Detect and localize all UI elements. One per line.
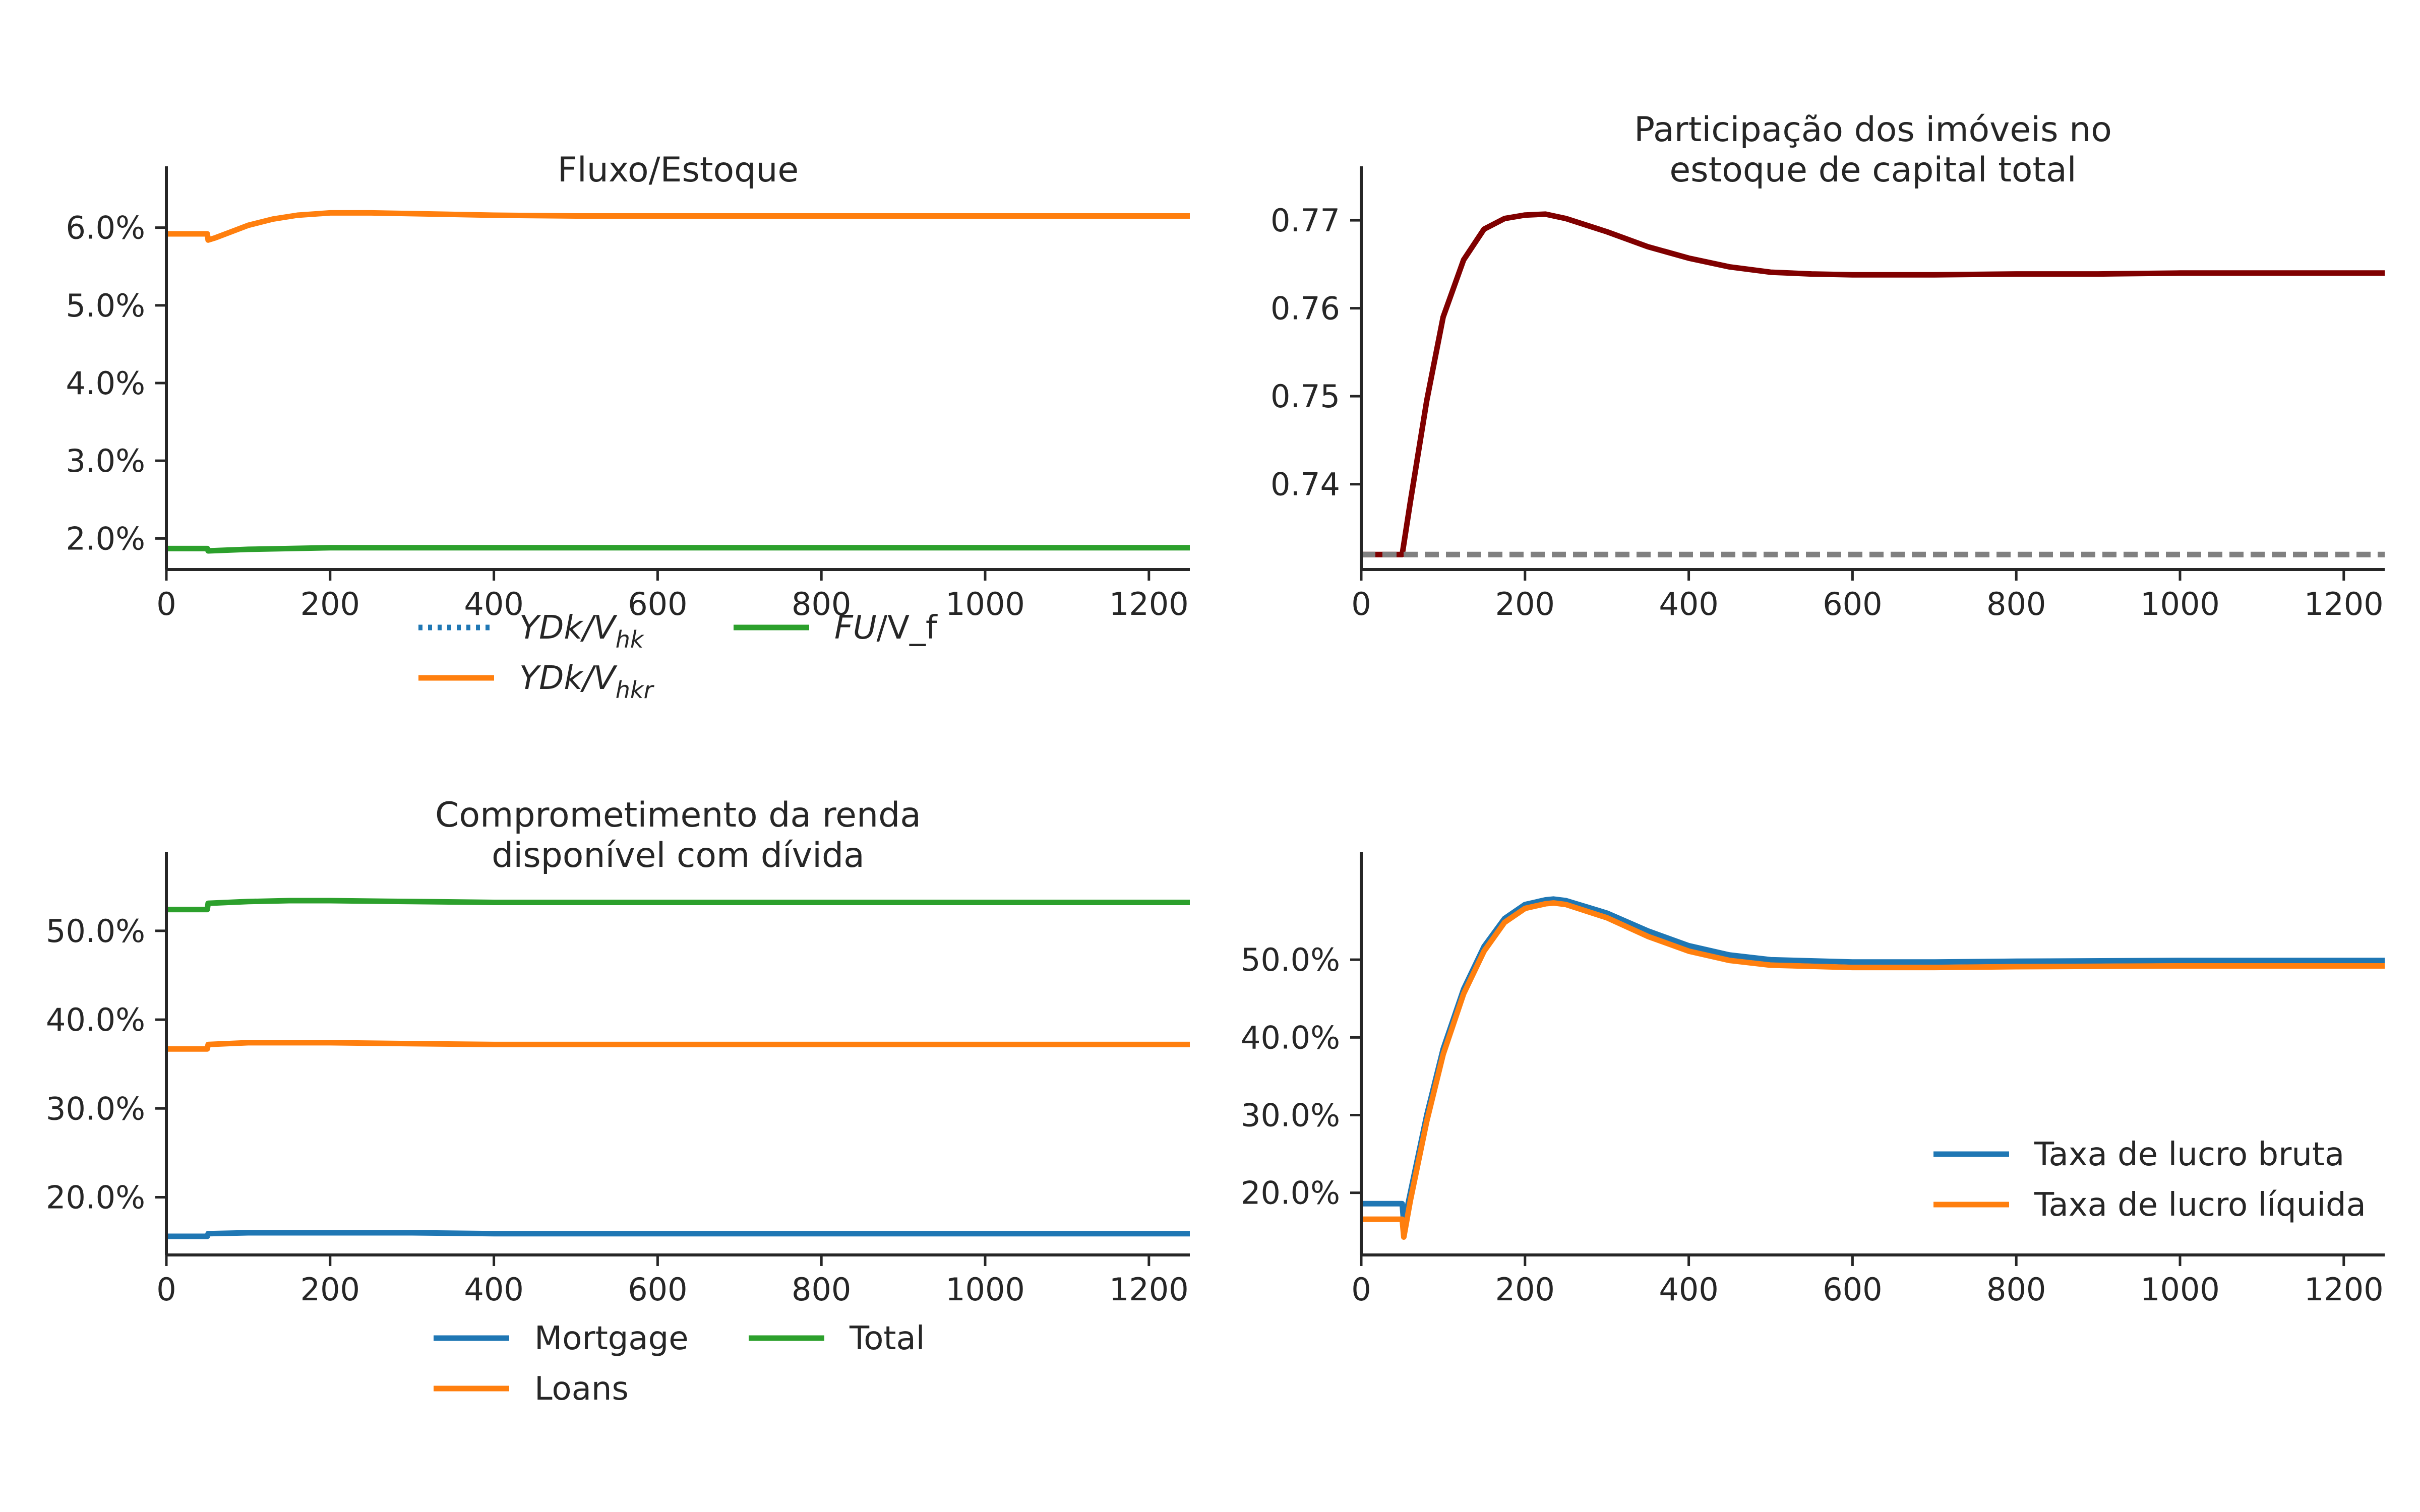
x-tick-label: 1000 (945, 586, 1025, 622)
legend-label-2: FU/V_f (834, 609, 938, 647)
series-line-1 (166, 1040, 1190, 1052)
y-tick-label: 0.74 (1270, 466, 1340, 503)
x-tick-label: 400 (1659, 1271, 1718, 1308)
series-line-1 (166, 210, 1190, 243)
legend-label-1: Loans (534, 1370, 629, 1408)
x-tick-label: 0 (156, 586, 176, 622)
y-tick-label: 30.0% (1241, 1097, 1340, 1134)
series-line-2 (166, 898, 1190, 913)
legend-label-1: YDk/Vhkr (519, 660, 655, 704)
x-tick-label: 600 (1823, 586, 1882, 622)
y-tick-label: 30.0% (46, 1090, 145, 1127)
x-tick-label: 0 (156, 1271, 176, 1308)
chart-title-line-1: estoque de capital total (1669, 150, 2076, 190)
x-tick-label: 1000 (2140, 1271, 2220, 1308)
y-tick-label: 4.0% (66, 365, 145, 402)
x-tick-label: 800 (1986, 1271, 2046, 1308)
x-tick-label: 1000 (2140, 586, 2220, 622)
y-tick-label: 50.0% (46, 913, 145, 950)
y-tick-label: 0.76 (1270, 290, 1340, 327)
y-tick-label: 40.0% (46, 1001, 145, 1038)
x-tick-label: 600 (1823, 1271, 1882, 1308)
x-tick-label: 400 (464, 586, 523, 622)
legend-label-1: Taxa de lucro líquida (2034, 1186, 2366, 1224)
y-tick-label: 0.75 (1270, 378, 1340, 415)
chart-fluxo-estoque: Fluxo/Estoque 0 200 400 600 800 1000 1200 2.0% 3.… (66, 150, 1190, 704)
y-tick-label: 20.0% (46, 1179, 145, 1216)
x-tick-label: 1200 (2304, 586, 2384, 622)
y-tick-label: 6.0% (66, 210, 145, 246)
series-line-0 (166, 1230, 1190, 1239)
y-tick-label: 20.0% (1241, 1175, 1340, 1212)
legend-label-0: Taxa de lucro bruta (2034, 1136, 2344, 1173)
series-line-2 (166, 545, 1190, 554)
x-tick-label: 200 (1495, 586, 1555, 622)
x-tick-label: 1200 (2304, 1271, 2384, 1308)
x-tick-label: 0 (1351, 586, 1371, 622)
chart-title-line-0: Participação dos imóveis no (1634, 110, 2112, 150)
x-tick-label: 200 (300, 1271, 360, 1308)
x-tick-label: 600 (628, 1271, 687, 1308)
x-tick-label: 800 (792, 1271, 851, 1308)
y-tick-label: 50.0% (1241, 941, 1340, 978)
y-tick-label: 3.0% (66, 443, 145, 479)
x-tick-label: 200 (1495, 1271, 1555, 1308)
x-tick-label: 1200 (1109, 1271, 1189, 1308)
y-tick-label: 5.0% (66, 287, 145, 324)
series-line-0 (1361, 211, 2385, 557)
chart-title-line-1: disponível com dívida (492, 836, 865, 875)
x-tick-label: 1200 (1109, 586, 1189, 622)
x-tick-label: 1000 (945, 1271, 1025, 1308)
x-tick-label: 800 (792, 586, 851, 622)
legend-label-0: Mortgage (534, 1320, 689, 1357)
x-tick-label: 400 (1659, 586, 1718, 622)
series-line-1 (1361, 900, 2385, 1240)
legend-label-2: Total (849, 1320, 925, 1357)
x-tick-label: 400 (464, 1271, 523, 1308)
x-tick-label: 800 (1986, 586, 2046, 622)
x-tick-label: 200 (300, 586, 360, 622)
x-tick-label: 0 (1351, 1271, 1371, 1308)
chart-title-line-0: Fluxo/Estoque (558, 150, 799, 190)
x-tick-label: 600 (628, 586, 687, 622)
chart-title-line-0: Comprometimento da renda (435, 795, 921, 835)
chart-taxa-lucro: 0 200 400 600 800 1000 1200 20.0% 30.0% 40.0% 50.0… (1241, 852, 2385, 1308)
y-tick-label: 0.77 (1270, 202, 1340, 239)
legend-label-0: YDk/Vhk (519, 609, 645, 653)
y-tick-label: 2.0% (66, 520, 145, 557)
series-line-0 (1361, 896, 2385, 1227)
y-tick-label: 40.0% (1241, 1019, 1340, 1056)
